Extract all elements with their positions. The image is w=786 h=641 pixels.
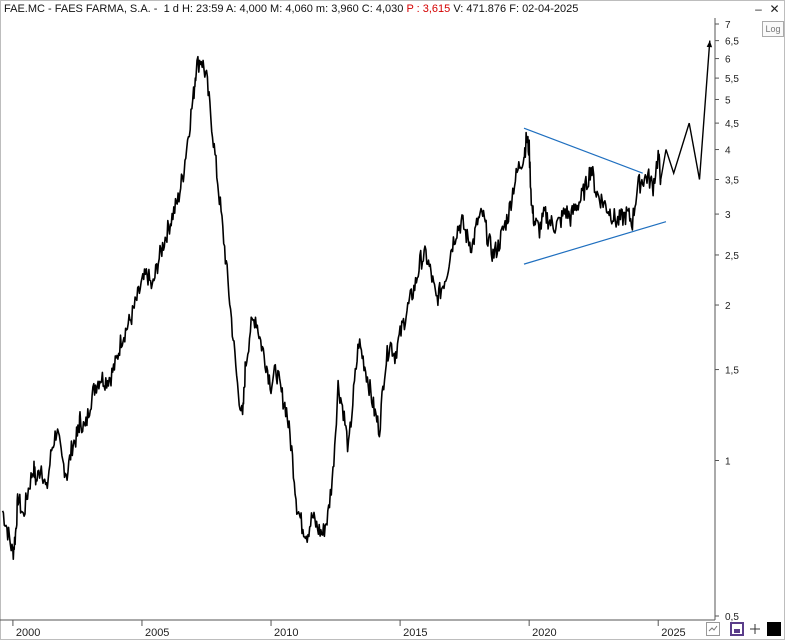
triangle-trendline[interactable]: [523, 221, 667, 265]
save-icon[interactable]: [730, 622, 744, 636]
triangle-trendline[interactable]: [523, 127, 643, 174]
x-tick-label: 2000: [16, 627, 40, 639]
price-series-line: [1, 55, 662, 560]
date: F: 02-04-2025: [509, 3, 579, 15]
log-scale-button[interactable]: Log: [762, 21, 784, 37]
cursor-icon[interactable]: [748, 622, 762, 636]
y-tick-label: 5,5: [725, 74, 739, 85]
y-tick-label: 4,5: [725, 119, 739, 130]
y-tick-label: 6: [725, 55, 731, 66]
minimize-button[interactable]: –: [755, 2, 762, 16]
y-tick-label: 2,5: [725, 251, 739, 262]
projection-arrowhead: [706, 40, 713, 48]
high-price: M: 4,060: [270, 3, 313, 15]
y-tick-label: 0,5: [725, 612, 739, 623]
symbol: FAE.MC: [4, 3, 45, 15]
time: H: 23:59: [181, 3, 224, 15]
x-tick-label: 2005: [145, 627, 169, 639]
x-tick-label: 2010: [274, 627, 298, 639]
separator: -: [48, 3, 52, 15]
timeframe: 1 d: [163, 3, 179, 15]
open-price: A: 4,000: [226, 3, 267, 15]
volume: V: 471.876: [453, 3, 507, 15]
close-button[interactable]: ✕: [769, 2, 780, 16]
last-price: P : 3,615: [406, 3, 451, 15]
separator: -: [153, 3, 158, 15]
fullscreen-icon[interactable]: [767, 622, 781, 636]
y-tick-label: 3: [725, 210, 731, 221]
company-name: FAES FARMA, S.A.: [54, 3, 151, 15]
zoom-icon[interactable]: [706, 622, 720, 636]
y-tick-label: 6,5: [725, 37, 739, 48]
x-tick-label: 2015: [403, 627, 427, 639]
x-tick-label: 2020: [532, 627, 556, 639]
y-tick-label: 1: [725, 457, 731, 468]
y-tick-label: 5: [725, 95, 731, 106]
chart-header: FAE.MC - FAES FARMA, S.A. - 1 d H: 23:59…: [4, 3, 578, 18]
y-tick-label: 3,5: [725, 175, 739, 186]
y-tick-label: 7: [725, 20, 731, 31]
y-tick-label: 2: [725, 301, 731, 312]
y-tick-label: 1,5: [725, 366, 739, 377]
projection-line: [660, 40, 711, 180]
close-price: C: 4,030: [361, 3, 404, 15]
y-tick-label: 4: [725, 146, 731, 157]
x-tick-label: 2025: [661, 627, 685, 639]
low-price: m: 3,960: [315, 3, 359, 15]
